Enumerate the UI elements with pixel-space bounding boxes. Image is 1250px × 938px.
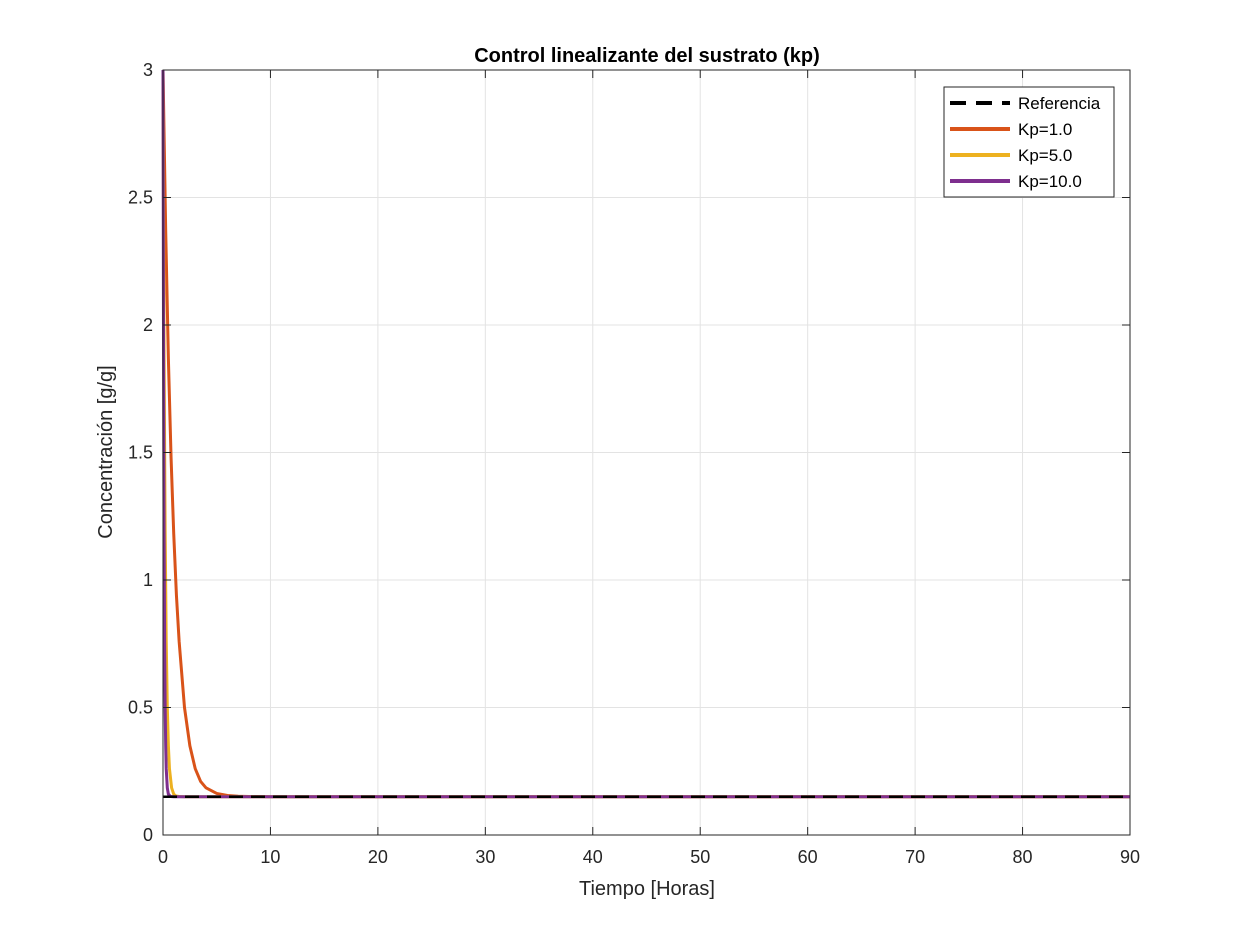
y-tick-label: 1.5 (128, 443, 153, 463)
x-tick-label: 10 (260, 847, 280, 867)
x-tick-label: 40 (583, 847, 603, 867)
x-tick-label: 20 (368, 847, 388, 867)
x-tick-label: 60 (798, 847, 818, 867)
y-tick-label: 0 (143, 825, 153, 845)
x-tick-label: 80 (1013, 847, 1033, 867)
axis-ticks: 0 10 20 30 40 50 60 70 80 90 0 0.5 1 1.5 2 2.5 3 (128, 60, 1140, 867)
series-layer (161, 69, 1130, 799)
legend-label-kp-10-0: Kp=10.0 (1018, 172, 1082, 191)
x-tick-label: 50 (690, 847, 710, 867)
y-tick-label: 1 (143, 570, 153, 590)
legend-label-kp-5-0: Kp=5.0 (1018, 146, 1072, 165)
legend-label-referencia: Referencia (1018, 94, 1101, 113)
x-tick-label: 90 (1120, 847, 1140, 867)
legend: Referencia Kp=1.0 Kp=5.0 Kp=10.0 (943, 86, 1115, 198)
x-axis-label: Tiempo [Horas] (579, 878, 715, 900)
x-tick-label: 0 (158, 847, 168, 867)
y-tick-label: 2.5 (128, 188, 153, 208)
x-tick-label: 30 (475, 847, 495, 867)
y-tick-label: 3 (143, 60, 153, 80)
legend-box (943, 86, 1115, 198)
y-tick-label: 2 (143, 315, 153, 335)
y-tick-label: 0.5 (128, 698, 153, 718)
legend-label-kp-1-0: Kp=1.0 (1018, 120, 1072, 139)
chart-title: Control linealizante del sustrato (kp) (474, 45, 820, 67)
y-axis-label: Concentración [g/g] (95, 365, 117, 538)
x-tick-label: 70 (905, 847, 925, 867)
